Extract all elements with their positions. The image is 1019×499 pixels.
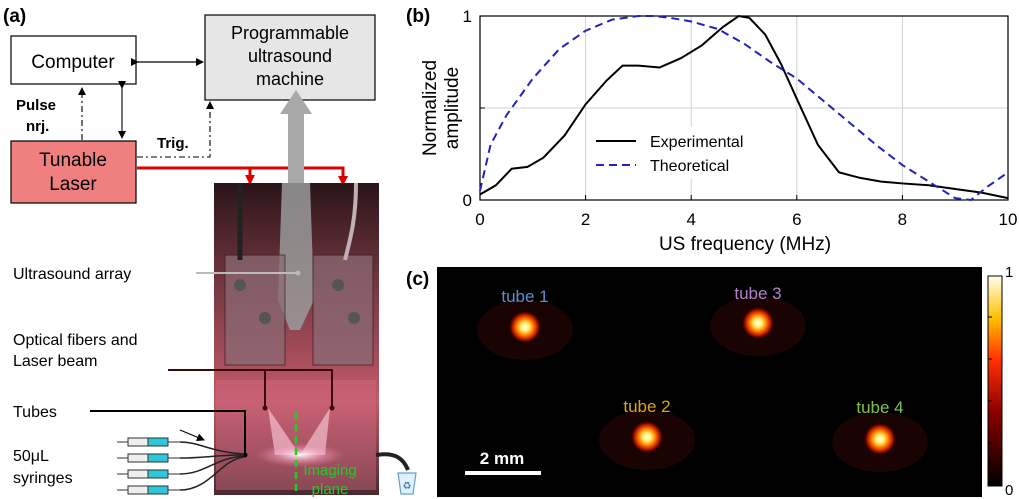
x-tick-label: 4 xyxy=(686,210,695,229)
ultrasound-machine-box xyxy=(204,14,376,101)
colorbar xyxy=(987,275,1003,487)
computer-label: Computer xyxy=(31,52,115,73)
tubes-pointer xyxy=(90,410,246,455)
legend-label-experimental: Experimental xyxy=(650,134,743,151)
computer-box xyxy=(10,35,137,85)
ultrasound-arrow-head xyxy=(280,90,312,114)
x-axis-label: US frequency (MHz) xyxy=(659,234,831,255)
y-axis-label-2: amplitude xyxy=(442,67,463,149)
y-axis-label-1: Normalized xyxy=(420,60,441,156)
tube-2-spot xyxy=(630,420,664,454)
y-tick-label: 1 xyxy=(463,7,472,26)
laser-beam-line xyxy=(137,166,345,183)
pulse-label-1: Pulse xyxy=(16,97,56,114)
panel-a-label: (a) xyxy=(3,6,26,27)
fibers-label-2: Laser beam xyxy=(13,353,98,370)
scalebar xyxy=(465,471,541,475)
panel-b-label: (b) xyxy=(406,6,430,27)
trigger-link xyxy=(137,102,211,158)
scalebar-label: 2 mm xyxy=(480,449,524,468)
chart-b: 0 2 4 6 8 10 0 1 Experimental Theoretical xyxy=(463,7,1018,229)
legend-box xyxy=(588,127,788,179)
laser-line-2: Laser xyxy=(49,174,97,195)
tube-3-label: tube 3 xyxy=(734,284,781,303)
x-tick-label: 0 xyxy=(475,210,484,229)
x-tick-label: 6 xyxy=(792,210,801,229)
tube-1-spot xyxy=(508,310,542,344)
x-tick-label: 2 xyxy=(581,210,590,229)
syringes-drawing xyxy=(117,429,245,495)
imaging-plane-label-1: Imaging xyxy=(303,462,356,479)
tube-3-spot xyxy=(741,306,775,340)
legend-label-theoretical: Theoretical xyxy=(650,158,729,175)
x-tick-label: 8 xyxy=(898,210,907,229)
laser-line-1: Tunable xyxy=(39,150,107,171)
us-array-label: Ultrasound array xyxy=(13,266,131,283)
us-machine-line-2: ultrasound xyxy=(248,46,332,66)
colorbar-min: 0 xyxy=(1005,482,1013,499)
series-line-experimental xyxy=(479,14,1009,200)
us-machine-line-3: machine xyxy=(256,69,324,89)
trig-label: Trig. xyxy=(157,135,189,152)
colorbar-max: 1 xyxy=(1005,264,1013,281)
svg-text:♻: ♻ xyxy=(403,481,412,492)
tube-4-label: tube 4 xyxy=(856,398,903,417)
syringes-label-2: syringes xyxy=(13,470,73,487)
panel-b: (b) Normalized amplitude 0 2 4 6 8 10 0 1 Experi… xyxy=(406,6,1017,255)
ultrasound-signal-arrow xyxy=(288,112,304,184)
tubes-label: Tubes xyxy=(13,404,57,421)
series-line-theoretical xyxy=(479,15,1009,202)
x-tick-label: 10 xyxy=(999,210,1018,229)
us-machine-line-1: Programmable xyxy=(231,23,349,43)
tunable-laser-box xyxy=(10,140,137,204)
syringes-label-1: 50μL xyxy=(13,448,49,465)
panel-c-label: (c) xyxy=(406,269,429,290)
tube-4-spot xyxy=(863,422,897,456)
y-tick-label: 0 xyxy=(463,191,472,210)
imaging-plane-label-2: plane xyxy=(312,481,349,498)
tube-2-label: tube 2 xyxy=(623,397,670,416)
waste-bin-icon xyxy=(397,472,417,495)
tube-1-label: tube 1 xyxy=(501,287,548,306)
pulse-label-2: nrj. xyxy=(26,118,49,135)
fibers-label-1: Optical fibers and xyxy=(13,332,138,349)
panel-c: (c) tube 1 tube 3 tube 2 tube 4 2 mm 1 0 xyxy=(406,264,1013,499)
outlet-tube xyxy=(375,452,410,471)
panel-a: (a) Computer Programmable ultrasound mac… xyxy=(3,6,417,498)
